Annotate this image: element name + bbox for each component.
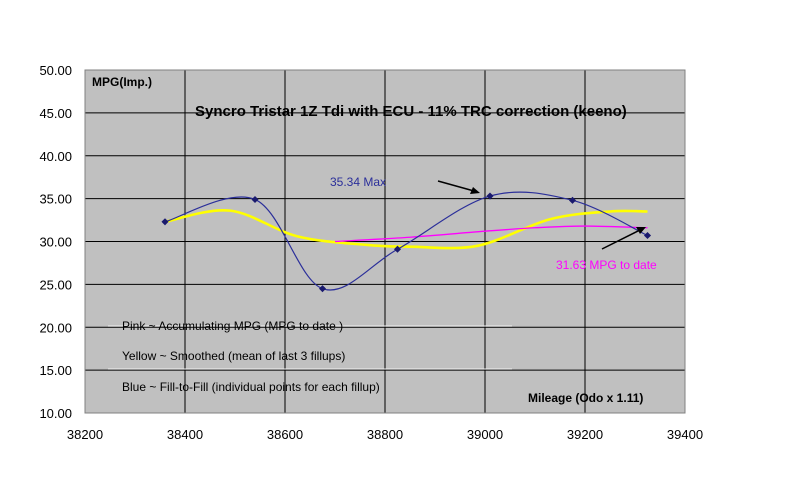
mpg-to-date-annotation: 31.63 MPG to date <box>556 258 657 272</box>
note-yellow: Yellow ~ Smoothed (mean of last 3 fillup… <box>122 349 345 363</box>
x-axis-label: Mileage (Odo x 1.11) <box>528 391 643 405</box>
data-point <box>393 245 402 253</box>
note-blue: Blue ~ Fill-to-Fill (individual points f… <box>122 380 380 394</box>
y-tick-label: 30.00 <box>39 235 72 250</box>
chart-title: Syncro Tristar 1Z Tdi with ECU - 11% TRC… <box>195 103 627 120</box>
data-point <box>251 195 259 204</box>
x-tick-label: 39000 <box>467 427 503 442</box>
data-point <box>486 192 494 200</box>
y-tick-labels: 10.00 15.00 20.00 25.00 30.00 35.00 40.00 45.00… <box>39 63 72 421</box>
plot-frame <box>84 69 686 414</box>
y-tick-label: 50.00 <box>39 63 72 78</box>
y-tick-label: 10.00 <box>39 406 72 421</box>
notes-block: Pink ~ Accumulating MPG (MPG to date ) Y… <box>108 319 512 394</box>
x-tick-label: 38600 <box>267 427 303 442</box>
y-tick-label: 20.00 <box>39 320 72 335</box>
mpg-to-date-arrow <box>601 227 646 250</box>
y-tick-label: 40.00 <box>39 149 72 164</box>
data-point <box>161 218 169 226</box>
smoothed-line <box>164 209 648 250</box>
max-annotation: 35.34 Max <box>330 175 386 189</box>
x-tick-labels: 38200 38400 38600 38800 39000 39200 39400 <box>67 427 703 442</box>
y-tick-label: 45.00 <box>39 106 72 121</box>
x-tick-label: 38200 <box>67 427 103 442</box>
data-points <box>161 192 652 293</box>
mpg-to-date-line <box>334 225 648 243</box>
y-tick-label: 35.00 <box>39 192 72 207</box>
x-tick-label: 38400 <box>167 427 203 442</box>
y-axis-label: MPG(Imp.) <box>92 75 152 89</box>
max-arrow <box>437 180 480 194</box>
data-point <box>318 285 327 293</box>
data-point <box>568 196 577 204</box>
x-tick-label: 38800 <box>367 427 403 442</box>
data-point <box>643 231 652 240</box>
y-tick-label: 25.00 <box>39 277 72 292</box>
x-tick-label: 39200 <box>567 427 603 442</box>
note-pink: Pink ~ Accumulating MPG (MPG to date ) <box>122 319 343 333</box>
x-tick-label: 39400 <box>667 427 703 442</box>
y-tick-label: 15.00 <box>39 363 72 378</box>
